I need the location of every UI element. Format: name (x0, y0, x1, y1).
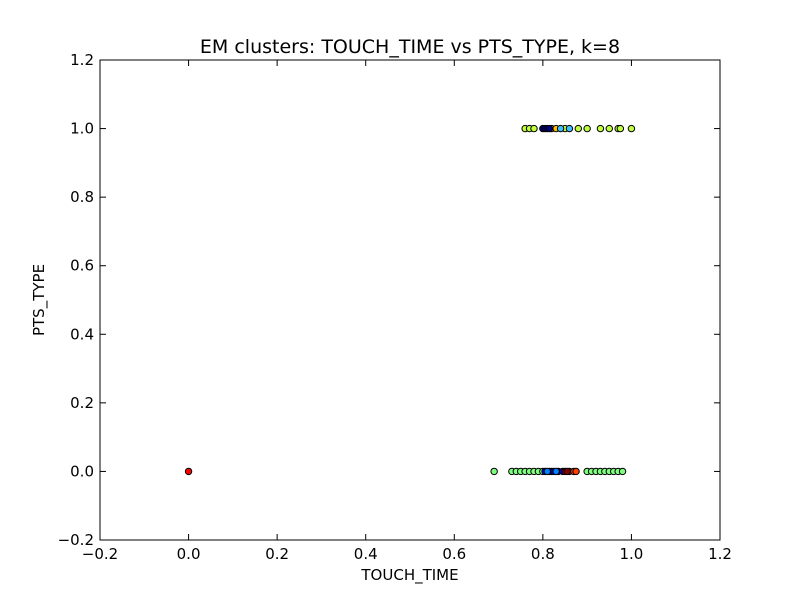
data-point (565, 124, 574, 133)
y-tick-label: 0.8 (70, 188, 94, 206)
y-tick-label: 0.4 (70, 325, 94, 343)
data-point (627, 124, 636, 133)
y-tick-label: 1.0 (70, 120, 94, 138)
x-tick-label: 1.2 (708, 545, 732, 563)
axis-ticks: −0.2 0.0 0.2 0.4 0.6 0.8 1.0 1.2 −0.2 0.0 0.2 0.4 0.… (58, 51, 732, 563)
x-tick-label: 0.0 (177, 545, 201, 563)
y-tick-label: 0.0 (70, 462, 94, 480)
plot-frame (99, 59, 721, 541)
x-tick-label: −0.2 (82, 545, 118, 563)
data-point (616, 124, 625, 133)
y-tick-label: 1.2 (70, 51, 94, 69)
data-point (563, 467, 571, 476)
data-point (583, 124, 591, 133)
data-point (618, 467, 627, 476)
data-point (605, 124, 613, 133)
data-point (490, 467, 498, 476)
y-tick-label: 0.2 (70, 394, 94, 412)
data-point (556, 124, 565, 133)
x-tick-label: 0.8 (531, 545, 555, 563)
data-point (184, 467, 193, 476)
y-axis-label: PTS_TYPE (30, 264, 49, 336)
data-point (572, 467, 580, 476)
data-points (184, 124, 636, 476)
x-axis-label: TOUCH_TIME (360, 566, 458, 585)
y-tick-label: 0.6 (70, 257, 94, 275)
x-tick-label: 0.4 (354, 545, 378, 563)
x-tick-label: 1.0 (619, 545, 643, 563)
data-point (596, 124, 605, 133)
x-tick-label: 0.2 (265, 545, 289, 563)
data-point (552, 467, 560, 476)
data-point (530, 124, 538, 133)
data-point (545, 124, 554, 133)
chart-title: EM clusters: TOUCH_TIME vs PTS_TYPE, k=8 (200, 36, 620, 58)
y-tick-label: −0.2 (58, 531, 94, 549)
x-tick-label: 0.6 (442, 545, 466, 563)
data-point (543, 467, 551, 476)
data-point (574, 124, 582, 133)
